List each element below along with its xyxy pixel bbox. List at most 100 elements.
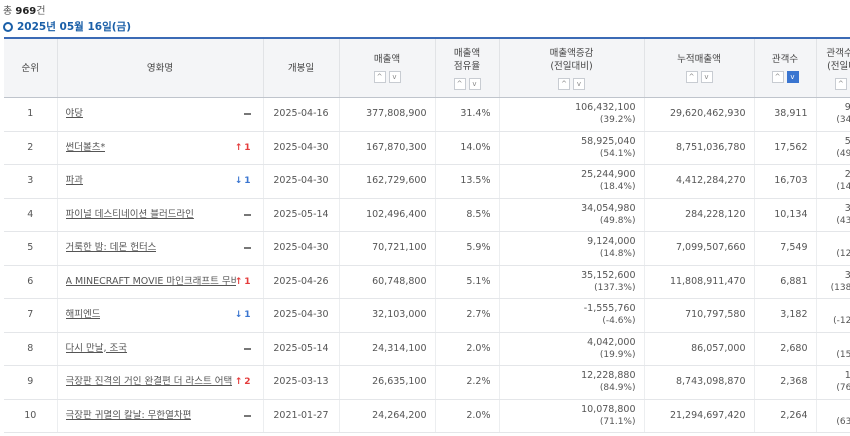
audience-cell: 3,182 [754,298,817,333]
share-cell: 2.2% [435,365,500,400]
title-cell: 거룩한 밤: 데몬 헌터스 [57,231,264,266]
movie-title-link[interactable]: A MINECRAFT MOVIE 마인크래프트 무비 [65,275,236,287]
cum-sales-cell: 29,620,462,930 [644,97,755,132]
title-cell: 파이널 데스티네이션 블러드라인 [57,198,264,232]
circle-icon [3,21,13,32]
sales-cell: 26,635,100 [339,365,436,400]
audience-cell: 38,911 [754,97,817,132]
title-cell: 파과 ↓ 1 [57,164,264,199]
sort-controls: ^ v [757,71,814,83]
sort-desc-icon[interactable]: v [468,77,481,90]
aud-change-cell: 1,028(76.7%) [816,365,850,400]
rank-same-icon [243,113,251,116]
sales-change-cell: 9,124,000 (14.8%) [499,231,645,266]
audience-cell: 2,264 [754,399,817,433]
col-title: 영화명 [57,38,264,98]
audience-cell: 17,562 [754,131,817,165]
sort-asc-icon[interactable]: ^ [453,77,466,90]
release-date-cell: 2025-04-30 [263,231,340,266]
rank-cell: 5 [4,231,58,266]
rank-cell: 9 [4,365,58,400]
movie-title-link[interactable]: 극장판 진격의 거인 완결편 더 라스트 어택 [65,376,233,387]
aud-change-cell: 5,811(49.5%) [816,131,850,165]
table-row: 2 썬더볼츠* ↑ 1 2025-04-30 167,870,300 14.0% 58,925… [4,131,850,165]
sort-controls: ^ v [647,71,752,83]
rank-cell: 7 [4,298,58,333]
movie-title-link[interactable]: 해피엔드 [65,309,101,320]
sort-desc-icon[interactable]: v [573,77,585,90]
movie-title-link[interactable]: 야당 [65,108,83,119]
movie-title-link[interactable]: 파이널 데스티네이션 블러드라인 [65,208,194,220]
cum-sales-cell: 710,797,580 [644,298,755,333]
sort-desc-icon[interactable]: v [786,71,799,83]
share-cell: 5.1% [435,265,500,299]
share-cell: 14.0% [435,131,500,165]
col-sales: 매출액 ^ v [339,38,436,98]
rank-down-icon: ↓ 1 [234,176,251,187]
sort-asc-icon[interactable]: ^ [685,71,698,83]
movie-title-link[interactable]: 파과 [65,175,83,186]
rank-same-icon [243,347,251,350]
cum-sales-cell: 284,228,120 [644,198,755,232]
col-rank: 순위 [4,38,58,98]
aud-change-cell: 3,092(43.9%) [816,198,850,232]
aud-change-cell: 3,990(138.0%) [816,265,850,299]
share-cell: 2.0% [435,332,500,366]
release-date-cell: 2025-04-30 [263,131,340,165]
title-cell: 야당 [57,97,264,132]
release-date-cell: 2025-05-14 [263,332,340,366]
aud-change-cell: -442(-12.2%) [816,298,850,333]
table-row: 5 거룩한 밤: 데몬 헌터스 2025-04-30 70,721,100 5.9% 9,… [4,231,850,266]
title-cell: 극장판 진격의 거인 완결편 더 라스트 어택 ↑ 2 [57,365,264,400]
movie-title-link[interactable]: 거룩한 밤: 데몬 헌터스 [65,242,157,253]
sales-cell: 60,748,800 [339,265,436,299]
aud-change-cell: 366(15.8%) [816,332,850,366]
rank-cell: 1 [4,97,58,132]
table-row: 9 극장판 진격의 거인 완결편 더 라스트 어택 ↑ 2 2025-03-13 26,6… [4,365,850,400]
rank-cell: 3 [4,164,58,199]
table-row: 4 파이널 데스티네이션 블러드라인 2025-05-14 102,496,400 8.… [4,198,850,232]
sales-change-cell: 34,054,980 (49.8%) [499,198,645,232]
cum-sales-cell: 11,808,911,470 [644,265,755,299]
release-date-cell: 2025-04-16 [263,97,340,132]
sales-change-cell: 25,244,900 (18.4%) [499,164,645,199]
audience-cell: 2,368 [754,365,817,400]
sales-cell: 162,729,600 [339,164,436,199]
audience-cell: 6,881 [754,265,817,299]
cum-sales-cell: 7,099,507,660 [644,231,755,266]
sales-change-cell: 10,078,800 (71.1%) [499,399,645,433]
sort-desc-icon[interactable]: v [388,71,401,83]
cum-sales-cell: 21,294,697,420 [644,399,755,433]
sales-change-cell: 106,432,100 (39.2%) [499,97,645,132]
sales-cell: 377,808,900 [339,97,436,132]
sales-cell: 24,264,200 [339,399,436,433]
date-label: 2025년 05월 16일(금) [17,21,131,33]
rank-same-icon [243,213,251,216]
col-cum-sales: 누적매출액 ^ v [644,38,755,98]
release-date-cell: 2025-03-13 [263,365,340,400]
col-release: 개봉일 [263,38,340,98]
rank-cell: 2 [4,131,58,165]
release-date-cell: 2025-05-14 [263,198,340,232]
sales-cell: 167,870,300 [339,131,436,165]
share-cell: 13.5% [435,164,500,199]
cum-sales-cell: 4,412,284,270 [644,164,755,199]
table-row: 7 해피엔드 ↓ 1 2025-04-30 32,103,000 2.7% -1,555,76… [4,298,850,333]
movie-title-link[interactable]: 썬더볼츠* [65,141,106,153]
movie-title-link[interactable]: 다시 만날, 조국 [65,342,128,354]
sort-desc-icon[interactable]: v [700,71,713,83]
sort-asc-icon[interactable]: ^ [373,71,386,83]
total-count: 총 969건 [3,6,46,17]
sort-asc-icon[interactable]: ^ [834,77,847,90]
title-cell: A MINECRAFT MOVIE 마인크래프트 무비 ↑ 1 [57,265,264,299]
sort-asc-icon[interactable]: ^ [558,77,570,90]
movie-title-link[interactable]: 극장판 귀멸의 칼날: 무한열차편 [65,409,192,421]
rank-up-icon: ↑ 1 [234,276,251,287]
audience-cell: 16,703 [754,164,817,199]
table-row: 8 다시 만날, 조국 2025-05-14 24,314,100 2.0% 4,042,… [4,332,850,366]
rank-down-icon: ↓ 1 [234,310,251,321]
sort-controls: ^ v [819,77,850,90]
sort-asc-icon[interactable]: ^ [771,71,784,83]
audience-cell: 10,134 [754,198,817,232]
share-cell: 2.0% [435,399,500,433]
